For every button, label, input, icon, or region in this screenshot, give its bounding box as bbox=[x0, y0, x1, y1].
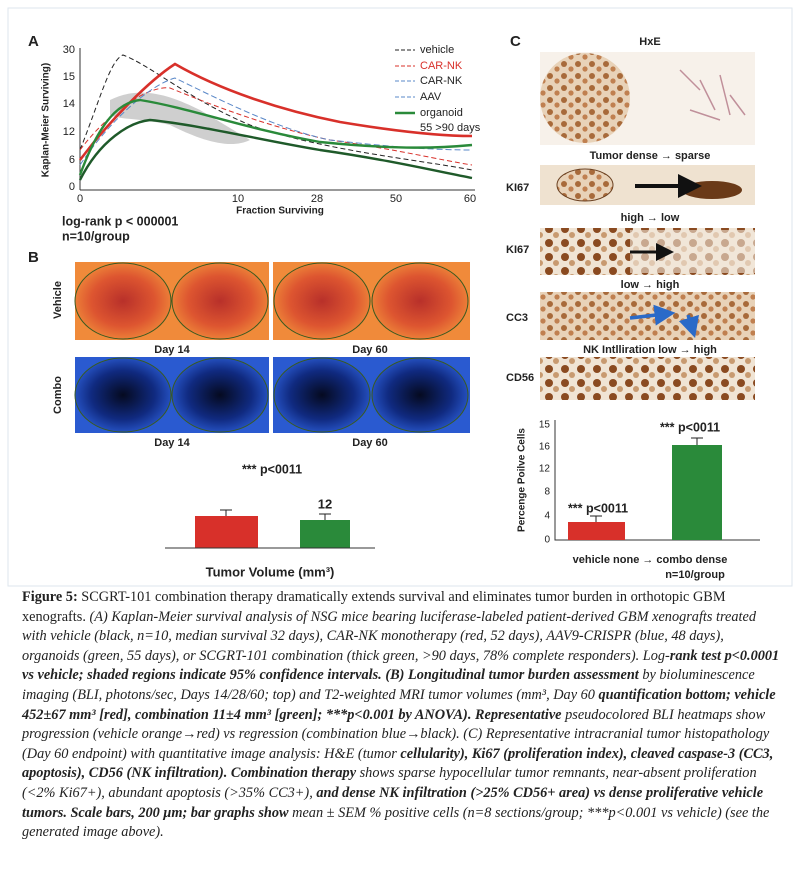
figure-caption: Figure 5: SCGRT-101 combination therapy … bbox=[22, 588, 784, 843]
legend-entry: CAR-NK bbox=[420, 60, 463, 72]
y-tick-label: 0 bbox=[69, 181, 75, 193]
row-label: Combo bbox=[52, 376, 64, 414]
km-axes bbox=[79, 48, 475, 191]
y-axis-label: Percenge Poilve Cells bbox=[517, 428, 528, 532]
y-ticks: 30 15 14 12 6 0 bbox=[63, 44, 75, 193]
caption-run: pseudocolored BLI heatmaps show progress… bbox=[22, 706, 770, 762]
bar-label: 12 bbox=[318, 496, 332, 511]
legend bbox=[395, 49, 415, 115]
y-tick-label: 4 bbox=[544, 511, 550, 522]
stain-label: KI67 bbox=[506, 182, 529, 194]
y-tick-label: 14 bbox=[63, 98, 75, 110]
legend-entry: AAV bbox=[420, 91, 442, 103]
legend-entry: organoid bbox=[420, 107, 463, 119]
day-label: Day 14 bbox=[154, 344, 190, 356]
x-tick-label: 28 bbox=[311, 193, 323, 205]
x-tick-label: 10 bbox=[232, 193, 244, 205]
panel-title: HxE bbox=[639, 36, 660, 48]
figure: A 30 15 14 12 6 0 0 10 28 50 60 Kaplan-M… bbox=[7, 7, 793, 587]
y-tick-label: 16 bbox=[539, 442, 551, 453]
volume-bars bbox=[165, 509, 375, 549]
y-tick-label: 12 bbox=[63, 126, 75, 138]
legend-entry: CAR-NK bbox=[420, 75, 463, 87]
stain-caption: low → high bbox=[621, 279, 680, 291]
caption-run: and dense NK infiltration (>25% CD56+ ar… bbox=[22, 784, 764, 821]
stain-caption: Tumor dense → sparse bbox=[590, 150, 711, 162]
stat: *** p<0011 bbox=[242, 462, 302, 476]
caption-run: SCGRT-101 combination therapy dramatical… bbox=[22, 589, 726, 625]
row-label: Vehicle bbox=[52, 281, 64, 319]
x-tick-label: 0 bbox=[77, 193, 83, 205]
panel-label: C bbox=[510, 33, 521, 50]
x-axis-label: Tumor Volume (mm³) bbox=[206, 564, 335, 579]
legend-entry: 55 >90 days bbox=[420, 122, 481, 134]
caption-run: mean ± SEM % positive cells (n=8 section… bbox=[22, 804, 770, 841]
y-tick-label: 30 bbox=[63, 44, 75, 56]
legend-entry: vehicle bbox=[420, 44, 454, 56]
km-curves bbox=[78, 54, 473, 181]
histology bbox=[540, 52, 755, 400]
y-tick-label: 12 bbox=[539, 464, 551, 475]
bli-images bbox=[74, 262, 470, 433]
stain-caption: NK Intlliration low → high bbox=[583, 344, 717, 356]
x-axis-label: Fraction Surviving bbox=[236, 206, 324, 217]
caption-run: by bioluminescence imaging (BLI, photons… bbox=[22, 667, 755, 703]
day-label: Day 60 bbox=[352, 344, 387, 356]
y-tick-label: 6 bbox=[69, 154, 75, 166]
stat: *** p<0011 bbox=[568, 501, 628, 515]
n: n=10/group bbox=[665, 569, 725, 581]
y-tick-label: 15 bbox=[539, 420, 551, 431]
caption-run: Figure 5: bbox=[22, 589, 78, 605]
caption-run: shows sparse hypocellular tumor remnants… bbox=[22, 765, 757, 801]
caption-run: (A) Kaplan-Meier survival analysis of NS… bbox=[22, 608, 757, 664]
caption-run: rank test p<0.0001 vs vehicle; shaded re… bbox=[22, 647, 780, 684]
x-tick-label: 50 bbox=[390, 193, 402, 205]
caption-run: quantification bottom; vehicle 452±67 mm… bbox=[22, 686, 776, 723]
day-label: Day 14 bbox=[154, 437, 190, 449]
stat: *** p<0011 bbox=[660, 420, 720, 434]
positive-bars bbox=[554, 420, 760, 541]
x-axis-label: vehicle none → combo dense bbox=[573, 554, 728, 566]
stain-caption: high → low bbox=[621, 212, 680, 224]
panel-label: B bbox=[28, 249, 39, 266]
y-tick-label: 0 bbox=[544, 535, 550, 546]
stain-label: CC3 bbox=[506, 312, 528, 324]
n: n=10/group bbox=[62, 229, 130, 243]
day-label: Day 60 bbox=[352, 437, 387, 449]
y-tick-label: 15 bbox=[63, 71, 75, 83]
stain-label: CD56 bbox=[506, 372, 534, 384]
caption-run: cellularity), Ki67 (proliferation index)… bbox=[22, 745, 774, 782]
stat: log-rank p < 000001 bbox=[62, 214, 178, 228]
panel-label: A bbox=[28, 33, 39, 50]
stain-label: KI67 bbox=[506, 244, 529, 256]
y-axis-label: Kaplan-Meier Surviving) bbox=[41, 63, 52, 177]
x-tick-label: 60 bbox=[464, 193, 476, 205]
y-tick-label: 8 bbox=[544, 487, 550, 498]
